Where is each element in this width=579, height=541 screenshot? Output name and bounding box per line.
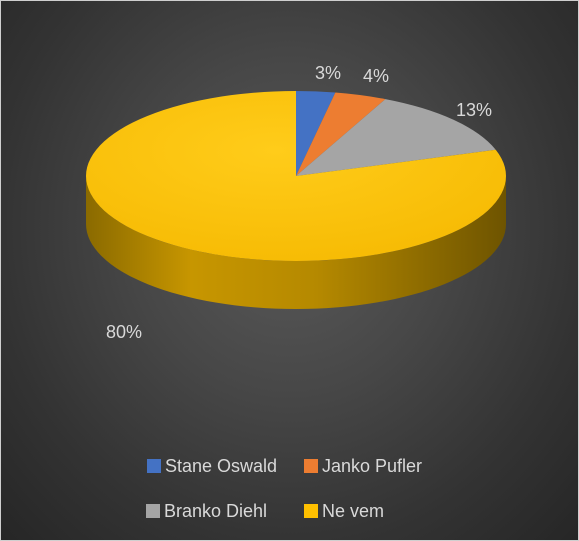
pie-slice-janko-pufler (296, 92, 386, 176)
pie-slice-ne-vem (86, 91, 507, 261)
legend-swatch-janko-pufler (304, 459, 318, 473)
legend-item-janko-pufler: Janko Pufler (304, 457, 422, 475)
pie-slice-stane-oswald (296, 91, 336, 176)
legend-swatch-branko-diehl (146, 504, 160, 518)
legend-label-stane-oswald: Stane Oswald (165, 456, 278, 476)
data-label-branko-diehl: 13% (456, 100, 493, 120)
pie-slice-branko-diehl (296, 99, 496, 176)
legend-label-janko-pufler: Janko Pufler (322, 456, 423, 476)
legend-item-stane-oswald: Stane Oswald (147, 457, 277, 475)
legend-label-branko-diehl: Branko Diehl (164, 501, 268, 521)
legend-item-ne-vem: Ne vem (304, 502, 384, 520)
pie-sides (86, 176, 506, 309)
legend-swatch-ne-vem (304, 504, 318, 518)
data-label-ne-vem: 80% (106, 322, 143, 342)
pie-side-ne-vem (86, 176, 506, 309)
legend-label-ne-vem: Ne vem (322, 501, 385, 521)
data-label-stane-oswald: 3% (315, 63, 342, 83)
data-label-janko-pufler: 4% (363, 66, 390, 86)
legend-item-branko-diehl: Branko Diehl (146, 502, 267, 520)
pie-tops (86, 91, 507, 261)
legend-swatch-stane-oswald (147, 459, 161, 473)
